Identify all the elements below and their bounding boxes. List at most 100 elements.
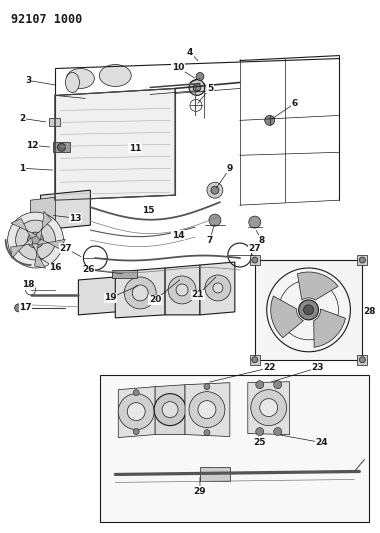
Circle shape <box>359 357 365 363</box>
Circle shape <box>193 84 201 92</box>
Text: 20: 20 <box>149 295 162 304</box>
Circle shape <box>162 402 178 417</box>
Polygon shape <box>37 239 65 249</box>
Text: 14: 14 <box>172 231 184 239</box>
Circle shape <box>118 394 154 430</box>
Circle shape <box>256 427 264 435</box>
Circle shape <box>57 143 65 151</box>
Circle shape <box>132 285 148 301</box>
Circle shape <box>251 390 287 425</box>
Bar <box>255 260 363 360</box>
Text: 18: 18 <box>22 280 35 289</box>
Bar <box>112 270 137 278</box>
Circle shape <box>198 401 216 418</box>
Text: 12: 12 <box>26 141 39 150</box>
Circle shape <box>204 384 210 390</box>
Circle shape <box>207 182 223 198</box>
Bar <box>250 255 260 265</box>
Bar <box>100 375 369 522</box>
Text: 8: 8 <box>259 236 265 245</box>
Circle shape <box>274 427 282 435</box>
Text: 3: 3 <box>25 76 32 85</box>
Circle shape <box>176 284 188 296</box>
Polygon shape <box>271 296 303 338</box>
Text: 19: 19 <box>104 294 117 302</box>
Polygon shape <box>31 243 46 268</box>
Polygon shape <box>78 275 140 315</box>
Circle shape <box>252 357 258 363</box>
Circle shape <box>28 232 44 248</box>
Circle shape <box>265 116 275 125</box>
Bar <box>250 355 260 365</box>
Text: 23: 23 <box>311 363 324 372</box>
Polygon shape <box>30 197 55 242</box>
Polygon shape <box>314 309 345 348</box>
Text: 6: 6 <box>291 99 298 108</box>
Bar <box>357 355 367 365</box>
Text: 2: 2 <box>19 114 26 123</box>
Text: 17: 17 <box>19 303 32 312</box>
Circle shape <box>16 220 55 260</box>
Polygon shape <box>165 265 200 315</box>
Text: 26: 26 <box>82 265 95 274</box>
Circle shape <box>256 381 264 389</box>
Ellipse shape <box>65 72 79 92</box>
Text: 25: 25 <box>253 438 266 447</box>
Circle shape <box>299 300 318 320</box>
Polygon shape <box>155 385 185 434</box>
Text: 9: 9 <box>226 164 233 173</box>
Circle shape <box>252 257 258 263</box>
Bar <box>357 255 367 265</box>
Polygon shape <box>115 268 165 318</box>
Circle shape <box>205 275 231 301</box>
Text: 4: 4 <box>187 48 193 57</box>
Text: 1: 1 <box>19 164 26 173</box>
Circle shape <box>127 402 145 421</box>
Circle shape <box>304 305 314 315</box>
Circle shape <box>209 214 221 226</box>
Circle shape <box>211 186 219 194</box>
Circle shape <box>196 72 204 80</box>
Text: 28: 28 <box>363 308 375 317</box>
Circle shape <box>189 79 205 95</box>
Text: 92107 1000: 92107 1000 <box>11 13 82 26</box>
Circle shape <box>359 257 365 263</box>
Text: 27: 27 <box>249 244 261 253</box>
Text: 5: 5 <box>207 84 213 93</box>
Text: 10: 10 <box>172 63 184 72</box>
Circle shape <box>15 304 23 312</box>
Circle shape <box>8 212 63 268</box>
Circle shape <box>168 276 196 304</box>
Text: 29: 29 <box>194 487 206 496</box>
Ellipse shape <box>66 69 94 88</box>
Circle shape <box>189 392 225 427</box>
Polygon shape <box>11 237 32 259</box>
Polygon shape <box>200 262 235 315</box>
Circle shape <box>133 390 139 395</box>
Text: 24: 24 <box>315 438 328 447</box>
Polygon shape <box>185 383 230 437</box>
Circle shape <box>274 381 282 389</box>
Text: 7: 7 <box>207 236 213 245</box>
Text: 22: 22 <box>263 363 276 372</box>
Polygon shape <box>55 88 175 200</box>
Text: 11: 11 <box>129 144 141 153</box>
Bar <box>200 467 230 481</box>
Polygon shape <box>41 190 90 230</box>
Circle shape <box>133 429 139 434</box>
Circle shape <box>213 283 223 293</box>
Polygon shape <box>248 382 290 434</box>
Bar <box>52 142 70 152</box>
Text: 21: 21 <box>192 290 204 300</box>
Ellipse shape <box>99 64 131 86</box>
Polygon shape <box>11 219 37 238</box>
Text: 13: 13 <box>69 214 82 223</box>
Polygon shape <box>118 386 155 438</box>
Text: 15: 15 <box>142 206 154 215</box>
Circle shape <box>249 216 261 228</box>
Polygon shape <box>36 212 52 240</box>
Circle shape <box>260 399 278 417</box>
Bar <box>49 118 60 126</box>
Text: 16: 16 <box>49 263 62 272</box>
Polygon shape <box>298 272 338 300</box>
